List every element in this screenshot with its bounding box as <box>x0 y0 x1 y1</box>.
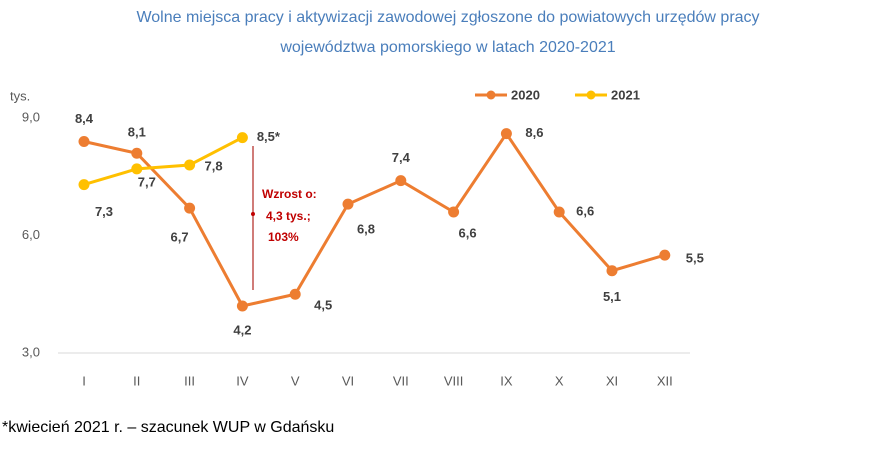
annotation: 103% <box>268 230 299 244</box>
x-tick-label: I <box>82 373 86 388</box>
x-tick-label: XI <box>606 373 618 388</box>
legend-marker <box>586 90 596 100</box>
point <box>448 206 460 218</box>
point <box>553 206 565 218</box>
footnote: *kwiecień 2021 r. – szacunek WUP w Gdańs… <box>2 419 334 436</box>
annotation: 4,3 tys.; <box>266 209 311 223</box>
data-label: 8,6 <box>525 125 543 140</box>
x-tick-label: III <box>184 373 195 388</box>
y-tick-label: 6,0 <box>22 227 40 242</box>
y-axis-label: tys. <box>10 88 30 103</box>
series-line <box>83 130 666 308</box>
data-label: 7,8 <box>205 158 223 173</box>
data-label: 6,6 <box>459 225 477 240</box>
point <box>606 265 618 277</box>
x-tick-label: XII <box>657 373 673 388</box>
point <box>184 202 196 214</box>
point <box>289 288 301 300</box>
point <box>131 147 143 159</box>
point <box>131 163 143 175</box>
x-tick-label: II <box>133 373 140 388</box>
annotation: Wzrost o: <box>262 187 317 201</box>
point <box>78 136 90 147</box>
data-label: 4,5 <box>314 298 332 313</box>
y-tick-label: 9,0 <box>22 109 40 124</box>
x-tick-label: IX <box>500 373 513 388</box>
data-label: 8,1 <box>128 125 146 140</box>
data-label: 7,3 <box>95 204 113 219</box>
data-label: 8,5* <box>257 129 281 144</box>
x-tick-label: VI <box>342 373 354 388</box>
point <box>342 198 354 210</box>
chart-title: Wolne miejsca pracy i aktywizacji zawodo… <box>136 9 759 26</box>
x-tick-label: VIII <box>444 373 464 388</box>
data-label: 6,8 <box>357 222 375 237</box>
x-tick-label: IV <box>236 373 249 388</box>
data-label: 4,2 <box>233 322 251 337</box>
legend-label: 2020 <box>511 87 540 102</box>
annotation-dot <box>251 212 255 216</box>
data-label: 7,4 <box>392 150 411 165</box>
point <box>659 249 671 261</box>
data-label: 7,7 <box>138 174 156 189</box>
point <box>78 179 90 191</box>
legend-label: 2021 <box>611 87 640 102</box>
legend-marker <box>486 90 496 100</box>
chart-title: województwa pomorskiego w latach 2020-20… <box>279 39 615 56</box>
data-label: 6,6 <box>576 203 594 218</box>
y-tick-label: 3,0 <box>22 344 40 359</box>
point <box>236 132 248 144</box>
x-tick-label: V <box>291 373 300 388</box>
point <box>395 175 407 187</box>
point <box>236 300 248 312</box>
data-label: 6,7 <box>171 230 189 245</box>
x-tick-label: VII <box>393 373 409 388</box>
series-line <box>83 136 244 187</box>
data-label: 5,1 <box>603 289 621 304</box>
data-label: 5,5 <box>686 251 704 266</box>
data-label: 8,4 <box>75 111 94 126</box>
point <box>500 128 512 140</box>
x-tick-label: X <box>555 373 564 388</box>
point <box>184 159 196 171</box>
